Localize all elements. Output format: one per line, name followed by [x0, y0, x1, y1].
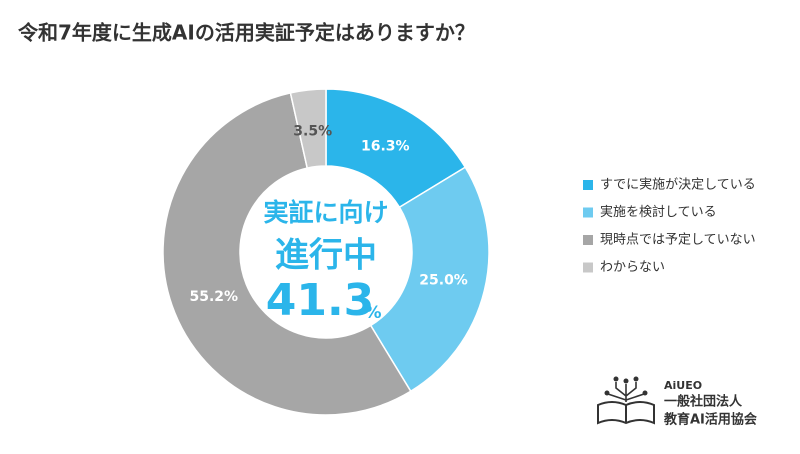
- legend-label: すでに実施が決定している: [600, 177, 756, 193]
- value-label: 16.3%: [361, 139, 410, 155]
- logo-tree: [607, 382, 645, 402]
- logo-node: [623, 378, 629, 384]
- legend-label: 現時点では予定していない: [600, 233, 756, 248]
- logo-book: [597, 401, 655, 425]
- center-value: 41.3: [266, 275, 375, 326]
- logo-node: [642, 390, 648, 396]
- slice: [369, 166, 490, 393]
- value-label: 25.0%: [419, 273, 468, 289]
- logo-node: [613, 376, 619, 382]
- value-label: 3.5%: [293, 124, 332, 140]
- legend-swatch: [583, 207, 593, 218]
- logo-line2: 教育AI活用協会: [663, 412, 758, 428]
- legend-label: わからない: [600, 260, 665, 275]
- legend-label: 実施を検討している: [600, 204, 717, 220]
- slice: [289, 88, 327, 169]
- chart-title: 令和7年度に生成AIの活用実証予定はありますか？: [18, 21, 475, 45]
- legend-swatch: [583, 180, 593, 190]
- legend-swatch: [583, 262, 593, 273]
- legend-swatch: [583, 235, 593, 245]
- center-line: 実証に向け: [263, 198, 388, 227]
- slice: [162, 92, 412, 416]
- center-line: 進行中: [275, 236, 377, 276]
- logo-node: [604, 390, 610, 396]
- value-label: 55.2%: [189, 289, 238, 305]
- logo-node: [633, 376, 639, 382]
- logo-line1: 一般社団法人: [664, 394, 743, 410]
- logo: AiUEO 一般社団法人 教育AI活用協会: [597, 376, 758, 428]
- logo-brand: AiUEO: [664, 379, 702, 392]
- center-unit: %: [364, 303, 381, 323]
